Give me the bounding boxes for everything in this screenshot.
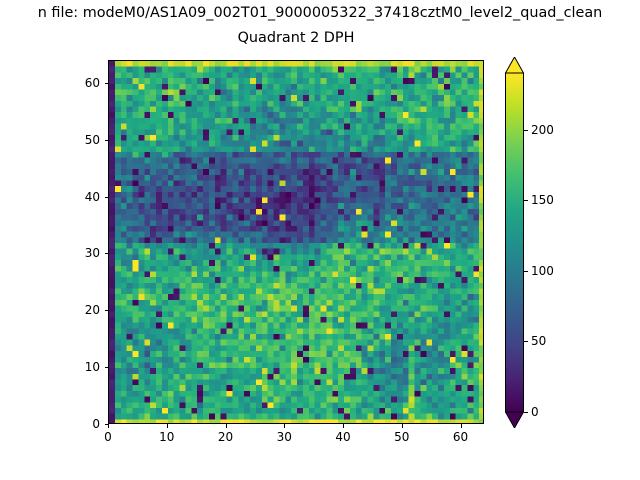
colorbar-tick-label: 100	[531, 263, 554, 278]
y-tick-label: 60	[84, 75, 100, 90]
x-tick-label: 10	[159, 430, 175, 444]
colorbar-tick-label: 0	[531, 405, 539, 419]
x-tick-mark	[401, 424, 403, 428]
x-tick-label: 50	[394, 430, 410, 444]
x-tick-mark	[284, 424, 286, 428]
y-tick-label: 40	[84, 189, 100, 204]
y-tick-label: 0	[92, 417, 100, 431]
y-tick-label: 50	[84, 132, 100, 147]
colorbar-tick-label: 50	[531, 334, 547, 349]
x-tick-mark	[166, 424, 168, 428]
x-tick-mark	[225, 424, 227, 428]
x-tick-label: 30	[276, 430, 292, 444]
axes-title: Quadrant 2 DPH	[237, 30, 355, 46]
y-tick-mark	[104, 139, 108, 141]
colorbar	[505, 57, 524, 428]
y-tick-mark	[104, 196, 108, 198]
colorbar-tick-mark	[524, 270, 528, 272]
x-tick-mark	[343, 424, 344, 428]
x-tick-mark	[460, 424, 462, 428]
y-tick-mark	[104, 82, 108, 84]
heatmap-axes	[108, 60, 484, 424]
y-tick-mark	[104, 367, 108, 369]
y-tick-label: 20	[84, 303, 100, 318]
y-tick-mark	[104, 253, 108, 255]
x-tick-mark	[108, 424, 109, 428]
x-tick-label: 20	[217, 430, 234, 444]
colorbar-tick-label: 150	[531, 193, 554, 208]
x-tick-label: 40	[335, 430, 351, 444]
colorbar-tick-mark	[524, 129, 528, 131]
heatmap-image	[109, 61, 483, 423]
y-tick-mark	[104, 310, 108, 312]
colorbar-tick-mark	[524, 341, 528, 343]
colorbar-tick-label: 200	[531, 122, 554, 137]
colorbar-gradient	[505, 57, 524, 428]
figure-suptitle: n file: modeM0/AS1A09_002T01_9000005322_…	[37, 5, 603, 21]
x-tick-label: 0	[104, 430, 112, 444]
y-tick-label: 30	[84, 246, 100, 261]
colorbar-tick-mark	[524, 412, 528, 413]
colorbar-tick-mark	[524, 200, 528, 202]
x-tick-label: 60	[452, 430, 469, 444]
y-tick-label: 10	[84, 360, 100, 375]
y-tick-mark	[104, 424, 108, 425]
